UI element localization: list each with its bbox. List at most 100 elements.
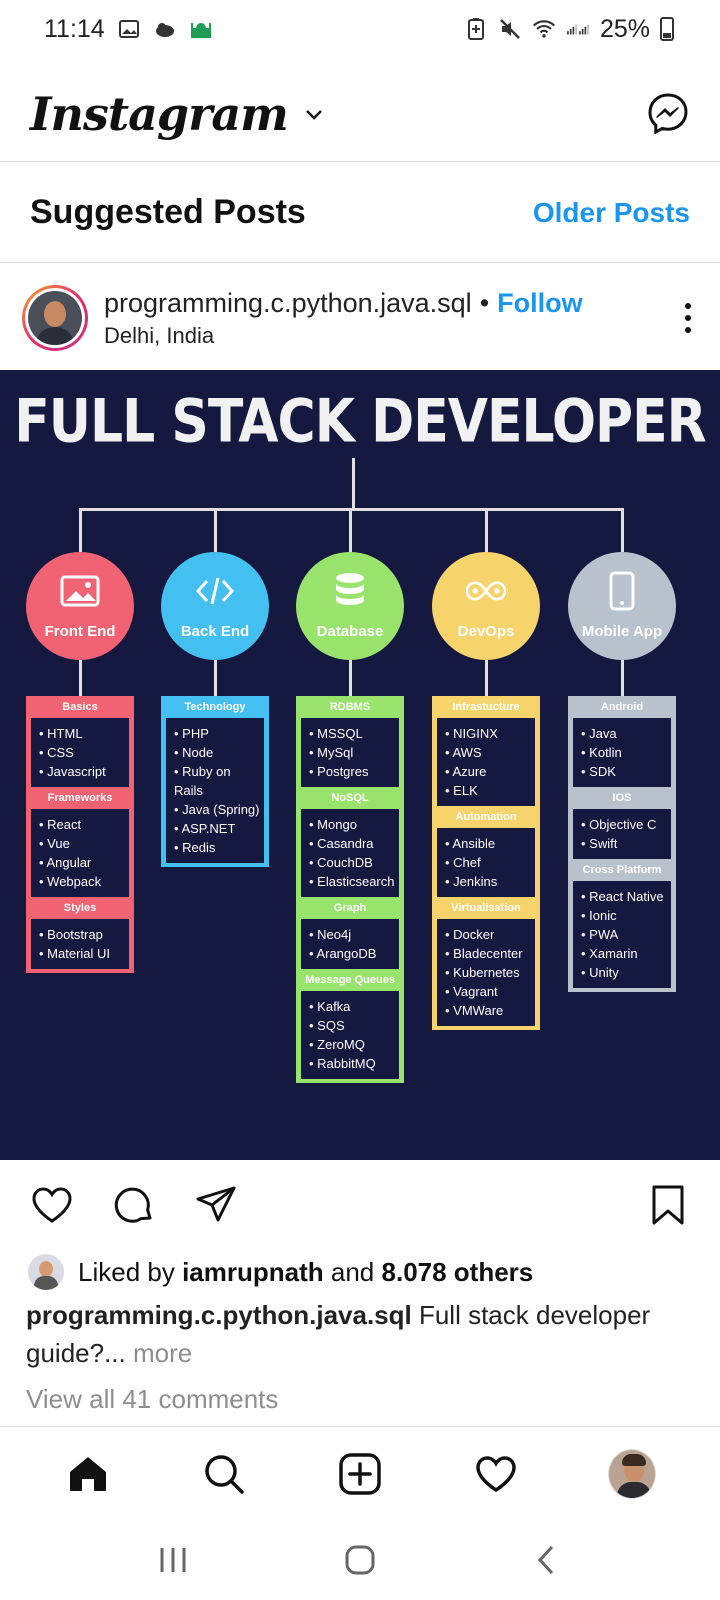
group-item: Ruby on Rails (174, 762, 260, 800)
group-item: ArangoDB (309, 944, 395, 963)
view-all-comments-link[interactable]: View all 41 comments (26, 1384, 279, 1414)
category-circle: Front End (26, 552, 134, 660)
signal-icon (566, 17, 590, 41)
caption-more-link[interactable]: more (132, 1338, 193, 1368)
group-item: Neo4j (309, 925, 395, 944)
tree-drop-4 (621, 508, 624, 552)
post-location[interactable]: Delhi, India (104, 322, 215, 348)
group-item: CouchDB (309, 853, 395, 872)
profile-avatar[interactable] (608, 1448, 656, 1499)
group-item: PHP (174, 724, 260, 743)
older-posts-link[interactable]: Older Posts (532, 196, 690, 228)
group-item: HTML (39, 724, 125, 743)
group-item: React Native (581, 887, 667, 906)
group-title: Technology (184, 701, 246, 713)
category-circle: Mobile App (568, 552, 676, 660)
infographic-title: FULL STACK DEVELOPER (14, 387, 706, 457)
group-item: VMWare (445, 1001, 531, 1020)
status-right: 25% (464, 15, 674, 44)
messenger-icon[interactable] (646, 92, 690, 136)
gallery-icon (117, 17, 141, 41)
suggested-posts-title: Suggested Posts (30, 193, 306, 231)
group-item: CSS (39, 743, 125, 762)
status-time: 11:14 (44, 14, 105, 43)
category-label: Back End (180, 623, 250, 640)
activity-heart-icon[interactable] (472, 1450, 520, 1498)
group-item: Casandra (309, 834, 395, 853)
group-item: Swift (581, 834, 667, 853)
group-title: Cross Platform (582, 864, 662, 876)
back-icon[interactable] (527, 1540, 567, 1580)
group-list: AnsibleChefJenkins (437, 828, 535, 897)
group-item: Objective C (581, 815, 667, 834)
search-icon[interactable] (200, 1450, 248, 1498)
battery-percent: 25% (599, 14, 650, 43)
battery-icon (660, 17, 674, 41)
follow-button[interactable]: Follow (497, 287, 583, 318)
category-column: Infrastucture NIGINXAWSAzureELK Automation… (432, 696, 540, 1030)
chevron-down-icon (302, 102, 326, 126)
column-stem (621, 660, 624, 696)
group-item: Kafka (309, 997, 395, 1016)
more-options-icon[interactable] (678, 303, 698, 333)
group-item: Material UI (39, 944, 125, 963)
comment-icon[interactable] (112, 1183, 156, 1227)
group-title: IOS (612, 792, 632, 804)
instagram-logo: Instagram (30, 86, 289, 141)
home-icon[interactable] (64, 1450, 112, 1498)
app-header: Instagram (0, 66, 720, 162)
group-item: Azure (445, 762, 531, 781)
group-item: Vue (39, 834, 125, 853)
tree-drop-1 (214, 508, 217, 552)
group-item: Angular (39, 853, 125, 872)
mosque-icon (189, 17, 213, 41)
bookmark-icon[interactable] (646, 1183, 690, 1227)
group-list: PHPNodeRuby on RailsJava (Spring)ASP.NET… (166, 718, 264, 863)
group-list: JavaKotlinSDK (573, 718, 671, 787)
group-item: PWA (581, 925, 667, 944)
likes-user[interactable]: iamrupnath (182, 1256, 324, 1287)
post-author-avatar[interactable] (22, 285, 88, 351)
post-caption: programming.c.python.java.sql Full stack… (26, 1296, 696, 1372)
group-list: MSSQLMySqlPostgres (301, 718, 399, 787)
group-item: Mongo (309, 815, 395, 834)
devops-icon (466, 571, 506, 611)
group-item: Postgres (309, 762, 395, 781)
group-title: Styles (63, 902, 97, 914)
category-column: Technology PHPNodeRuby on RailsJava (Spri… (161, 696, 269, 867)
recents-icon[interactable] (153, 1540, 193, 1580)
post-image[interactable]: FULL STACK DEVELOPER Front End Basics HTML… (0, 370, 720, 1160)
bottom-nav (0, 1426, 720, 1520)
share-icon[interactable] (194, 1183, 238, 1227)
group-item: Ionic (581, 906, 667, 925)
likes-prefix: Liked by (78, 1256, 175, 1287)
category-label: Database (316, 623, 384, 640)
logo-switcher[interactable]: Instagram (30, 87, 326, 141)
caption-username[interactable]: programming.c.python.java.sql (26, 1300, 412, 1330)
likes-line[interactable]: Liked by iamrupnath and 8.078 others (28, 1252, 533, 1292)
mobile-icon (602, 571, 642, 611)
column-stem (79, 660, 82, 696)
category-column: RDBMS MSSQLMySqlPostgres NoSQL MongoCasandr… (296, 696, 404, 1083)
code-icon (195, 571, 235, 611)
add-post-icon[interactable] (336, 1450, 384, 1498)
group-item: React (39, 815, 125, 834)
likes-others[interactable]: 8.078 others (381, 1256, 534, 1287)
group-item: Ansible (445, 834, 531, 853)
group-list: BootstrapMaterial UI (31, 919, 129, 969)
group-list: DockerBladecenterKubernetesVagrantVMWare (437, 919, 535, 1026)
group-item: Bootstrap (39, 925, 125, 944)
status-left: 11:14 (44, 15, 213, 44)
group-item: Kubernetes (445, 963, 531, 982)
group-item: Jenkins (445, 872, 531, 891)
likes-middle: and (330, 1256, 375, 1287)
post-username[interactable]: programming.c.python.java.sql (104, 287, 472, 318)
group-item: ZeroMQ (309, 1035, 395, 1054)
tree-drop-2 (349, 508, 352, 552)
group-title: Virtualisation (451, 902, 521, 914)
group-item: NIGINX (445, 724, 531, 743)
home-button-icon[interactable] (340, 1540, 380, 1580)
group-list: MongoCasandraCouchDBElasticsearch (301, 809, 399, 897)
heart-icon[interactable] (30, 1183, 74, 1227)
group-item: Chef (445, 853, 531, 872)
